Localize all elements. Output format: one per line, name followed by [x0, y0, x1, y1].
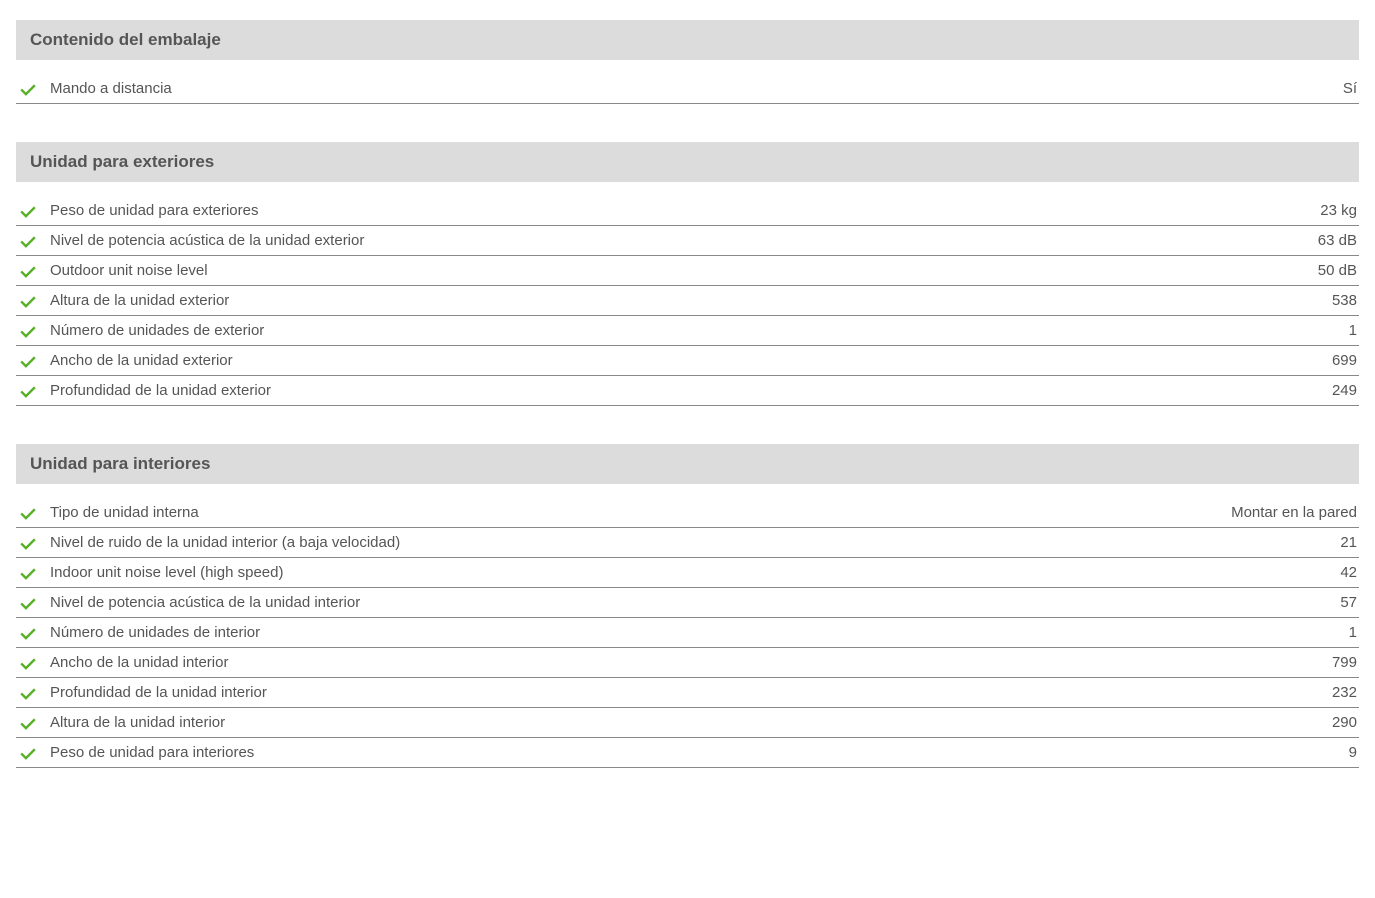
spec-value: 799: [1332, 654, 1359, 671]
section-rows: Tipo de unidad internaMontar en la pared…: [16, 498, 1359, 768]
check-icon: [16, 351, 50, 371]
spec-row: Mando a distanciaSí: [16, 74, 1359, 104]
spec-label: Tipo de unidad interna: [50, 504, 1231, 521]
spec-value: 699: [1332, 352, 1359, 369]
spec-label: Ancho de la unidad interior: [50, 654, 1332, 671]
check-icon: [16, 623, 50, 643]
spec-value: 290: [1332, 714, 1359, 731]
spec-value: 50 dB: [1318, 262, 1359, 279]
check-icon: [16, 291, 50, 311]
spec-label: Profundidad de la unidad interior: [50, 684, 1332, 701]
check-icon: [16, 743, 50, 763]
check-icon: [16, 381, 50, 401]
spec-value: 9: [1349, 744, 1359, 761]
section-header: Unidad para exteriores: [16, 142, 1359, 182]
check-icon: [16, 683, 50, 703]
spec-value: 1: [1349, 624, 1359, 641]
spec-label: Altura de la unidad exterior: [50, 292, 1332, 309]
spec-section: Unidad para interiores Tipo de unidad int…: [16, 444, 1359, 768]
spec-value: 42: [1340, 564, 1359, 581]
check-icon: [16, 201, 50, 221]
check-icon: [16, 261, 50, 281]
check-icon: [16, 653, 50, 673]
spec-row: Profundidad de la unidad interior232: [16, 678, 1359, 708]
spec-value: 249: [1332, 382, 1359, 399]
spec-label: Profundidad de la unidad exterior: [50, 382, 1332, 399]
spec-row: Nivel de potencia acústica de la unidad …: [16, 226, 1359, 256]
spec-value: Montar en la pared: [1231, 504, 1359, 521]
spec-label: Número de unidades de exterior: [50, 322, 1349, 339]
spec-row: Peso de unidad para exteriores23 kg: [16, 196, 1359, 226]
spec-value: 232: [1332, 684, 1359, 701]
spec-row: Ancho de la unidad interior799: [16, 648, 1359, 678]
spec-row: Altura de la unidad interior290: [16, 708, 1359, 738]
check-icon: [16, 713, 50, 733]
spec-value: 1: [1349, 322, 1359, 339]
spec-value: 21: [1340, 534, 1359, 551]
spec-label: Peso de unidad para exteriores: [50, 202, 1320, 219]
check-icon: [16, 321, 50, 341]
spec-row: Outdoor unit noise level50 dB: [16, 256, 1359, 286]
spec-label: Mando a distancia: [50, 80, 1343, 97]
spec-row: Ancho de la unidad exterior699: [16, 346, 1359, 376]
spec-row: Número de unidades de exterior1: [16, 316, 1359, 346]
spec-label: Número de unidades de interior: [50, 624, 1349, 641]
section-rows: Mando a distanciaSí: [16, 74, 1359, 104]
check-icon: [16, 503, 50, 523]
spec-value: 538: [1332, 292, 1359, 309]
spec-label: Indoor unit noise level (high speed): [50, 564, 1340, 581]
spec-row: Número de unidades de interior1: [16, 618, 1359, 648]
spec-section: Unidad para exteriores Peso de unidad par…: [16, 142, 1359, 406]
section-header: Unidad para interiores: [16, 444, 1359, 484]
spec-label: Outdoor unit noise level: [50, 262, 1318, 279]
spec-sections: Contenido del embalaje Mando a distanciaS…: [16, 20, 1359, 768]
spec-value: Sí: [1343, 80, 1359, 97]
spec-row: Nivel de ruido de la unidad interior (a …: [16, 528, 1359, 558]
section-rows: Peso de unidad para exteriores23 kgNivel…: [16, 196, 1359, 406]
spec-label: Nivel de potencia acústica de la unidad …: [50, 594, 1340, 611]
spec-value: 57: [1340, 594, 1359, 611]
spec-section: Contenido del embalaje Mando a distanciaS…: [16, 20, 1359, 104]
spec-label: Nivel de potencia acústica de la unidad …: [50, 232, 1318, 249]
spec-row: Profundidad de la unidad exterior249: [16, 376, 1359, 406]
spec-row: Tipo de unidad internaMontar en la pared: [16, 498, 1359, 528]
spec-value: 23 kg: [1320, 202, 1359, 219]
spec-label: Nivel de ruido de la unidad interior (a …: [50, 534, 1340, 551]
spec-label: Peso de unidad para interiores: [50, 744, 1349, 761]
check-icon: [16, 593, 50, 613]
spec-value: 63 dB: [1318, 232, 1359, 249]
spec-row: Nivel de potencia acústica de la unidad …: [16, 588, 1359, 618]
check-icon: [16, 533, 50, 553]
spec-label: Altura de la unidad interior: [50, 714, 1332, 731]
spec-row: Altura de la unidad exterior538: [16, 286, 1359, 316]
spec-label: Ancho de la unidad exterior: [50, 352, 1332, 369]
spec-row: Peso de unidad para interiores9: [16, 738, 1359, 768]
check-icon: [16, 563, 50, 583]
section-header: Contenido del embalaje: [16, 20, 1359, 60]
check-icon: [16, 231, 50, 251]
spec-row: Indoor unit noise level (high speed)42: [16, 558, 1359, 588]
check-icon: [16, 79, 50, 99]
